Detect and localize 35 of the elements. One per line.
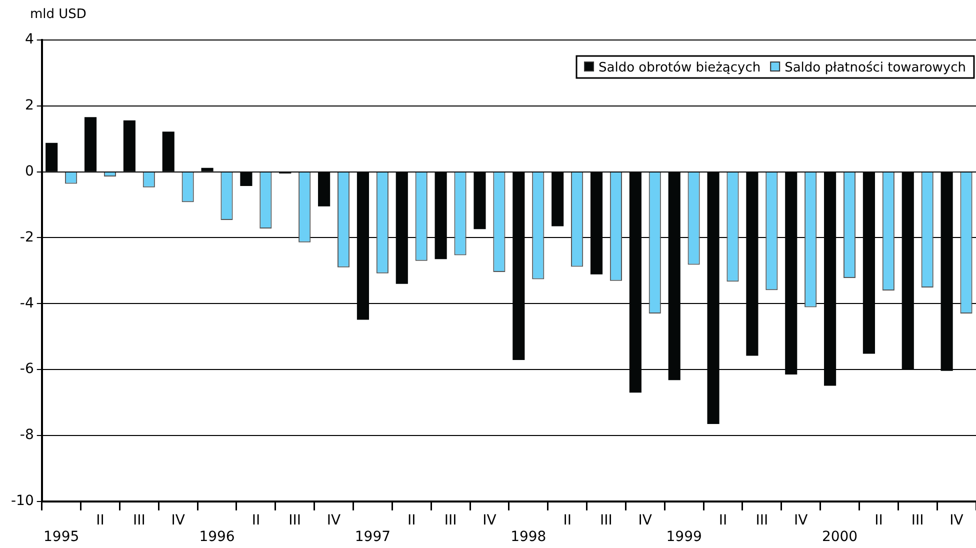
x-tick-label: II	[874, 512, 883, 528]
x-tick-label: III	[600, 512, 612, 528]
x-tick-label: III	[911, 512, 924, 528]
x-tick-label: 1996	[199, 529, 235, 546]
x-tick-label: II	[252, 512, 260, 528]
x-tick-label: 1997	[354, 529, 391, 546]
x-tick-label: IV	[794, 512, 808, 528]
y-tick-label: 0	[24, 163, 34, 180]
x-tick-label: II	[96, 512, 104, 528]
x-tick-label: III	[444, 512, 457, 528]
x-tick-label: 2000	[822, 529, 858, 546]
x-tick-label: IV	[171, 512, 186, 528]
x-tick-label: II	[718, 512, 728, 528]
x-tick-label: III	[756, 512, 768, 528]
legend-label: Saldo obrotów bieżących	[598, 60, 761, 76]
x-tick-label: II	[407, 512, 416, 528]
y-tick-label: -6	[20, 361, 34, 378]
y-tick-label: -8	[20, 427, 34, 444]
y-tick-label: -2	[20, 229, 34, 246]
x-tick-label: IV	[326, 512, 342, 528]
y-tick-label: -10	[10, 493, 34, 510]
x-tick-label: II	[563, 512, 572, 528]
legend-label: Saldo płatności towarowych	[784, 60, 966, 76]
x-tick-label: IV	[482, 512, 497, 528]
y-tick-label: 4	[24, 32, 34, 48]
y-axis-title: mld USD	[30, 7, 86, 22]
x-tick-label: III	[132, 512, 146, 528]
x-tick-label: IV	[950, 512, 964, 528]
x-tick-label: 1998	[510, 529, 546, 546]
y-tick-label: 2	[24, 98, 34, 114]
x-tick-label: 1999	[666, 529, 702, 546]
x-tick-label: IV	[638, 512, 652, 528]
y-tick-label: -4	[20, 295, 34, 312]
x-tick-label: 1995	[44, 529, 80, 546]
x-tick-label: III	[288, 512, 302, 528]
